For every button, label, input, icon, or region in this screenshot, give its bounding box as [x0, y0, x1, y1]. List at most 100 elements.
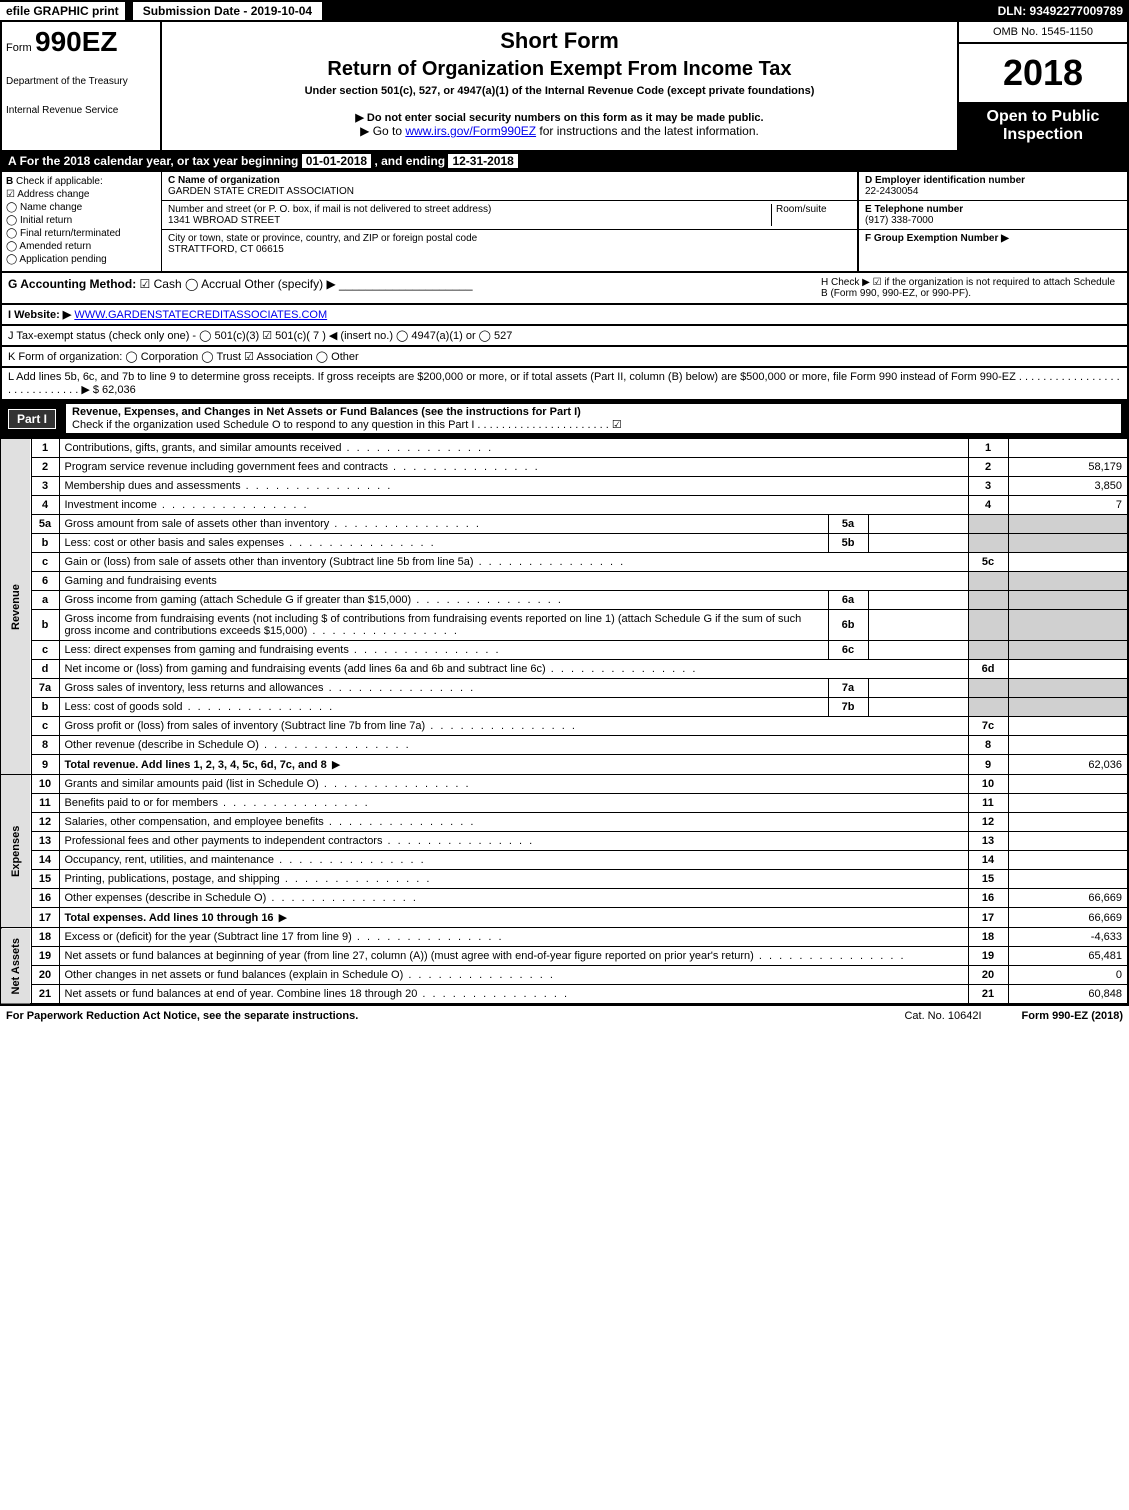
- line-desc: Gross amount from sale of assets other t…: [59, 515, 828, 534]
- line-box: 19: [968, 947, 1008, 966]
- line-amount: [1008, 870, 1128, 889]
- line-box: 17: [968, 908, 1008, 928]
- table-row: 16Other expenses (describe in Schedule O…: [1, 889, 1128, 908]
- line-amount: [1008, 736, 1128, 755]
- goto-link[interactable]: www.irs.gov/Form990EZ: [405, 124, 536, 138]
- shaded-cell: [1008, 591, 1128, 610]
- shaded-cell: [1008, 698, 1128, 717]
- line-amount: [1008, 775, 1128, 794]
- chk-pending[interactable]: ◯ Application pending: [6, 254, 157, 265]
- table-row: 12Salaries, other compensation, and empl…: [1, 813, 1128, 832]
- line-desc: Salaries, other compensation, and employ…: [59, 813, 968, 832]
- line-amount: -4,633: [1008, 928, 1128, 947]
- sub-amount: [868, 515, 968, 534]
- line-amount: [1008, 717, 1128, 736]
- line-desc: Gross income from gaming (attach Schedul…: [59, 591, 828, 610]
- line-desc: Other expenses (describe in Schedule O): [59, 889, 968, 908]
- row-a-label: A: [8, 154, 16, 168]
- line-number: 20: [31, 966, 59, 985]
- line-box: 7c: [968, 717, 1008, 736]
- line-number: b: [31, 534, 59, 553]
- line-number: c: [31, 641, 59, 660]
- table-row: Revenue1Contributions, gifts, grants, an…: [1, 439, 1128, 458]
- line-number: 9: [31, 755, 59, 775]
- line-desc: Gross income from fundraising events (no…: [59, 610, 828, 641]
- row-i: I Website: ▶ WWW.GARDENSTATECREDITASSOCI…: [0, 305, 1129, 326]
- line-number: 4: [31, 496, 59, 515]
- table-row: 21Net assets or fund balances at end of …: [1, 985, 1128, 1005]
- sub-amount: [868, 698, 968, 717]
- line-box: 16: [968, 889, 1008, 908]
- sub-box: 5a: [828, 515, 868, 534]
- line-amount: [1008, 851, 1128, 870]
- sub-box: 7b: [828, 698, 868, 717]
- table-row: aGross income from gaming (attach Schedu…: [1, 591, 1128, 610]
- shaded-cell: [968, 572, 1008, 591]
- line-number: 18: [31, 928, 59, 947]
- line-number: 12: [31, 813, 59, 832]
- form-footer: Form 990-EZ (2018): [1022, 1010, 1123, 1022]
- goto-link-row: ▶ Go to www.irs.gov/Form990EZ for instru…: [168, 124, 951, 138]
- chk-initial[interactable]: ◯ Initial return: [6, 215, 157, 226]
- line-desc: Total expenses. Add lines 10 through 16: [59, 908, 968, 928]
- table-row: cGain or (loss) from sale of assets othe…: [1, 553, 1128, 572]
- website-link[interactable]: WWW.GARDENSTATECREDITASSOCIATES.COM: [74, 309, 327, 321]
- header-right: OMB No. 1545-1150 2018 Open to Public In…: [957, 22, 1127, 150]
- table-row: 11Benefits paid to or for members11: [1, 794, 1128, 813]
- line-number: 13: [31, 832, 59, 851]
- omb-number: OMB No. 1545-1150: [959, 22, 1127, 44]
- line-amount: [1008, 794, 1128, 813]
- line-amount: 60,848: [1008, 985, 1128, 1005]
- c-street-value: 1341 WBROAD STREET: [168, 215, 771, 226]
- goto-post: for instructions and the latest informat…: [539, 124, 758, 138]
- header-left: Form 990EZ Department of the Treasury In…: [2, 22, 162, 150]
- row-k: K Form of organization: ◯ Corporation ◯ …: [0, 347, 1129, 368]
- line-desc: Less: cost or other basis and sales expe…: [59, 534, 828, 553]
- line-desc: Total revenue. Add lines 1, 2, 3, 4, 5c,…: [59, 755, 968, 775]
- line-number: 5a: [31, 515, 59, 534]
- sub-amount: [868, 534, 968, 553]
- line-amount: [1008, 553, 1128, 572]
- tax-year-end: 12-31-2018: [448, 154, 517, 168]
- i-label: I Website: ▶: [8, 309, 71, 321]
- line-number: 7a: [31, 679, 59, 698]
- dln-number: DLN: 93492277009789: [992, 2, 1129, 20]
- line-desc: Net income or (loss) from gaming and fun…: [59, 660, 968, 679]
- do-not-enter: ▶ Do not enter social security numbers o…: [168, 111, 951, 124]
- chk-final[interactable]: ◯ Final return/terminated: [6, 228, 157, 239]
- line-box: 5c: [968, 553, 1008, 572]
- pra-notice: For Paperwork Reduction Act Notice, see …: [6, 1010, 358, 1022]
- table-row: Net Assets18Excess or (deficit) for the …: [1, 928, 1128, 947]
- b-check: Check if applicable:: [16, 176, 103, 187]
- line-desc: Other revenue (describe in Schedule O): [59, 736, 968, 755]
- line-box: 14: [968, 851, 1008, 870]
- line-amount: 58,179: [1008, 458, 1128, 477]
- top-bar: efile GRAPHIC print Submission Date - 20…: [0, 0, 1129, 22]
- chk-amended[interactable]: ◯ Amended return: [6, 241, 157, 252]
- form-number: 990EZ: [35, 26, 118, 57]
- table-row: 7aGross sales of inventory, less returns…: [1, 679, 1128, 698]
- line-desc: Membership dues and assessments: [59, 477, 968, 496]
- line-desc: Printing, publications, postage, and shi…: [59, 870, 968, 889]
- tax-year: 2018: [959, 44, 1127, 102]
- efile-label: efile GRAPHIC print: [0, 2, 125, 20]
- goto-pre: ▶ Go to: [360, 124, 405, 138]
- form-prefix: Form: [6, 42, 32, 54]
- shaded-cell: [968, 591, 1008, 610]
- shaded-cell: [1008, 534, 1128, 553]
- line-desc: Gross sales of inventory, less returns a…: [59, 679, 828, 698]
- line-box: 12: [968, 813, 1008, 832]
- line-number: d: [31, 660, 59, 679]
- d-value: 22-2430054: [865, 186, 918, 197]
- chk-address[interactable]: ☑ Address change: [6, 189, 157, 200]
- chk-name[interactable]: ◯ Name change: [6, 202, 157, 213]
- dept-treasury: Department of the Treasury: [6, 76, 156, 87]
- line-box: 15: [968, 870, 1008, 889]
- shaded-cell: [968, 679, 1008, 698]
- line-number: 3: [31, 477, 59, 496]
- line-box: 8: [968, 736, 1008, 755]
- col-b: B Check if applicable: ☑ Address change …: [2, 172, 162, 271]
- room-suite-label: Room/suite: [771, 204, 851, 226]
- c-city-label: City or town, state or province, country…: [168, 233, 477, 244]
- under-section: Under section 501(c), 527, or 4947(a)(1)…: [168, 85, 951, 97]
